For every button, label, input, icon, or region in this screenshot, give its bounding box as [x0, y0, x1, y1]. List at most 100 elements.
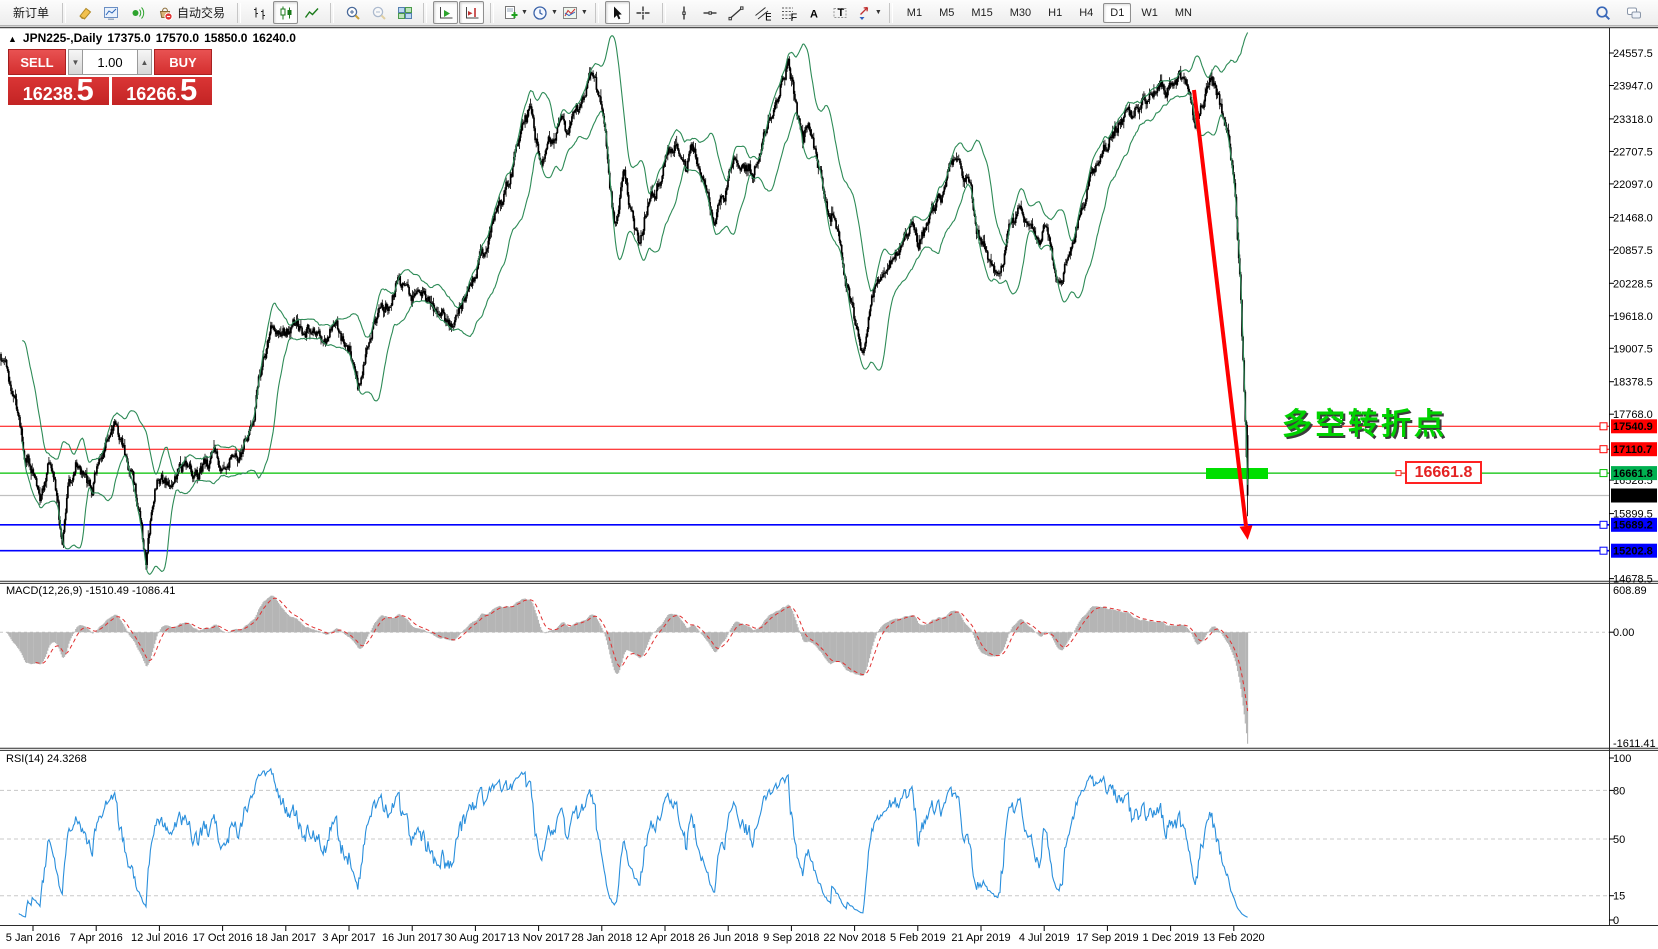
indicators-glyph: [562, 6, 577, 19]
chart-shift-icon[interactable]: [459, 1, 485, 24]
trendline-icon[interactable]: [724, 1, 749, 24]
vertical-line-icon[interactable]: [672, 1, 697, 24]
tile-windows-icon[interactable]: [392, 1, 417, 24]
timeframe-button-m1[interactable]: M1: [906, 6, 923, 19]
basket-glyph: [159, 7, 173, 21]
vline-glyph: [682, 6, 687, 19]
line-chart-icon[interactable]: [299, 1, 324, 24]
timeframe-button-w1[interactable]: W1: [1141, 6, 1158, 19]
linechart-glyph: [304, 7, 319, 18]
horizontal-line-icon[interactable]: [698, 1, 723, 24]
sell-price-main: 16238: [22, 84, 73, 104]
price-tick-label: 23947.0: [1613, 81, 1653, 93]
date-tick-label: 22 Nov 2018: [823, 932, 885, 944]
timeframe-button-m5[interactable]: M5: [939, 6, 955, 19]
timeframe-button-d1[interactable]: D1: [1103, 2, 1132, 23]
date-tick-label: 18 Jan 2017: [256, 932, 317, 944]
price-badge: [1611, 419, 1657, 434]
price-badge-label: 15202.8: [1613, 546, 1653, 558]
date-tick-label: 9 Sep 2018: [763, 932, 819, 944]
toolbar-left: 新订单 自动交易 ▼ ▼ ▼ E F A T ▼ M1 M5 M15 M30 H1 H4 D1 W1 MN: [6, 0, 1200, 25]
price-badge-label: 16661.8: [1613, 468, 1653, 480]
new-order-button[interactable]: 新订单: [13, 5, 50, 20]
collapse-marker-icon[interactable]: ▲: [8, 34, 17, 44]
date-tick-label: 1 Dec 2019: [1142, 932, 1198, 944]
macd-zero-label: 0.00: [1613, 627, 1634, 639]
text-label-icon[interactable]: T: [828, 1, 853, 24]
crosshair-icon[interactable]: [631, 1, 656, 24]
cursor-icon[interactable]: [604, 1, 630, 24]
timeframe-button-m15[interactable]: M15: [971, 6, 993, 19]
volume-increase-button[interactable]: ▲: [137, 49, 152, 75]
rsi-level-label: 0: [1613, 915, 1619, 927]
arrows-icon[interactable]: ▼: [854, 1, 883, 24]
price-tick-label: 22097.0: [1613, 179, 1653, 191]
date-tick-label: 17 Sep 2019: [1076, 932, 1138, 944]
price-badge: [1611, 488, 1657, 503]
rsi-level-label: 80: [1613, 785, 1625, 797]
zoomin-glyph: [346, 6, 360, 20]
alerts-sound-icon[interactable]: [124, 1, 149, 24]
svg-text:F: F: [791, 12, 798, 22]
period-profiles-icon[interactable]: ▼: [530, 1, 559, 24]
tiles-glyph: [397, 6, 412, 19]
equidistant-channel-icon[interactable]: E: [750, 1, 775, 24]
toolbar-separator: [423, 2, 428, 23]
search-icon[interactable]: [1590, 1, 1615, 24]
buy-button[interactable]: BUY: [154, 49, 212, 75]
price-tick-label: 23318.0: [1613, 114, 1653, 126]
sell-price[interactable]: 16238. 5: [8, 74, 109, 105]
buy-price[interactable]: 16266. 5: [111, 72, 212, 107]
timeframe-button-h4[interactable]: H4: [1079, 6, 1094, 19]
price-tick-label: 20857.5: [1613, 245, 1653, 257]
bar-chart-icon[interactable]: [247, 1, 272, 24]
auto-scroll-icon[interactable]: [433, 1, 459, 24]
fibonacci-icon[interactable]: F: [776, 1, 801, 24]
zoom-in-icon[interactable]: [340, 1, 365, 24]
price-badge: [1611, 466, 1657, 481]
cursor-glyph: [614, 6, 623, 19]
timeframe-button-m30[interactable]: M30: [1009, 6, 1032, 19]
arrows-glyph: [859, 6, 868, 20]
auto-trading-button[interactable]: 自动交易: [150, 0, 231, 25]
price-badge-label: 15689.2: [1613, 520, 1653, 532]
labelT-glyph: T: [833, 7, 847, 19]
indicators-icon[interactable]: ▼: [560, 1, 589, 24]
new-chart-icon[interactable]: ▼: [500, 1, 529, 24]
open-value: 17375.0: [107, 31, 151, 45]
chart-title: ▲ JPN225-,Daily 17375.0 17570.0 15850.0 16240…: [8, 31, 301, 45]
timeframe-button-mn[interactable]: MN: [1174, 6, 1192, 19]
community-chat-icon[interactable]: [1621, 1, 1646, 24]
price-tick-label: 14678.5: [1613, 574, 1653, 586]
sell-price-dot: .: [72, 88, 77, 103]
date-tick-label: 4 Jul 2019: [1019, 932, 1070, 944]
date-tick-label: 30 Aug 2017: [445, 932, 507, 944]
svg-text:A: A: [810, 8, 818, 20]
sell-button[interactable]: SELL: [8, 49, 66, 75]
date-tick-label: 12 Jul 2016: [131, 932, 188, 944]
volume-decrease-button[interactable]: ▼: [68, 49, 83, 75]
price-tick-label: 20228.5: [1613, 278, 1653, 290]
macd-histogram: [4, 595, 1249, 744]
price-badge-label: 17110.7: [1613, 444, 1652, 456]
text-icon[interactable]: A: [802, 1, 827, 24]
eraser-icon[interactable]: [72, 1, 97, 24]
print-preview-icon[interactable]: [98, 1, 123, 24]
timeframe-button-h1[interactable]: H1: [1048, 6, 1063, 19]
chat-glyph: [1626, 7, 1641, 18]
date-tick-label: 3 Apr 2017: [322, 932, 375, 944]
toolbar-separator: [62, 2, 67, 23]
macd-indicator-label: MACD(12,26,9) -1510.49 -1086.41: [6, 585, 176, 597]
buy-price-main: 16266: [126, 84, 177, 104]
date-tick-label: 12 Apr 2018: [635, 932, 694, 944]
zoom-out-icon[interactable]: [366, 1, 391, 24]
buy-price-pip: 5: [179, 72, 198, 107]
candlestick-chart-icon[interactable]: [273, 1, 299, 24]
toolbar-separator: [888, 2, 893, 23]
price-badge: [1611, 543, 1657, 558]
toolbar-right: [1590, 1, 1658, 24]
volume-input[interactable]: [83, 49, 137, 75]
date-tick-label: 16 Jun 2017: [382, 932, 443, 944]
fibo-glyph: F: [782, 7, 798, 22]
